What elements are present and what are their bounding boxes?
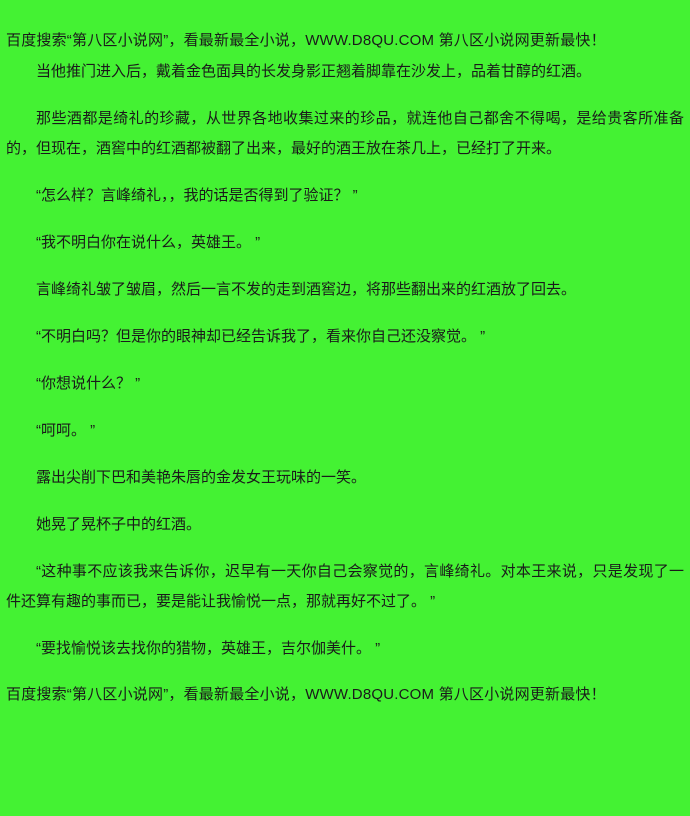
paragraph: “要找愉悦该去找你的猎物，英雄王，吉尔伽美什。 ” — [36, 640, 381, 657]
top-promo-banner: 百度搜索“第八区小说网”，看最新最全小说，WWW.D8QU.COM 第八区小说网… — [6, 32, 606, 49]
paragraph: 言峰绮礼皱了皱眉，然后一言不发的走到酒窖边，将那些翻出来的红酒放了回去。 — [36, 281, 577, 298]
paragraph: 露出尖削下巴和美艳朱唇的金发女王玩味的一笑。 — [36, 469, 367, 486]
paragraph: “怎么样？言峰绮礼，，我的话是否得到了验证？ ” — [36, 187, 358, 204]
paragraph: 她晃了晃杯子中的红酒。 — [36, 516, 202, 533]
paragraph: “不明白吗？但是你的眼神却已经告诉我了，看来你自己还没察觉。 ” — [36, 328, 486, 345]
paragraph: “呵呵。 ” — [36, 422, 96, 439]
bottom-promo-banner: 百度搜索“第八区小说网”，看最新最全小说，WWW.D8QU.COM 第八区小说网… — [6, 686, 606, 703]
paragraph: “我不明白你在说什么，英雄王。 ” — [36, 234, 261, 251]
paragraph: 那些酒都是绮礼的珍藏，从世界各地收集过来的珍品，就连他自己都舍不得喝，是给贵客所… — [6, 110, 684, 157]
chapter-content: 当他推门进入后，戴着金色面具的长发身影正翘着脚靠在沙发上，品着甘醇的红酒。 那些… — [0, 51, 690, 681]
paragraph: “你想说什么？ ” — [36, 375, 141, 392]
paragraph: 当他推门进入后，戴着金色面具的长发身影正翘着脚靠在沙发上，品着甘醇的红酒。 — [36, 63, 592, 80]
paragraph: “这种事不应该我来告诉你，迟早有一天你自己会察觉的，言峰绮礼。对本王来说，只是发… — [6, 563, 684, 610]
